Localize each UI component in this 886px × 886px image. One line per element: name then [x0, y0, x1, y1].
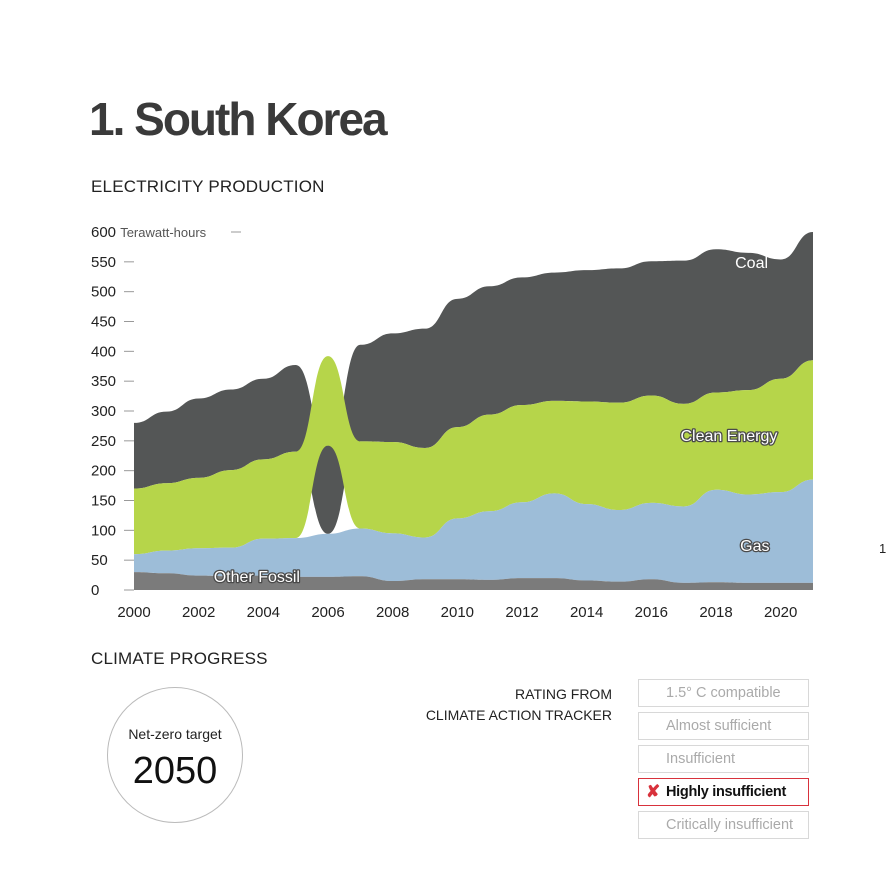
area-series-gas: [134, 479, 813, 583]
y-tick-label: 150: [91, 493, 116, 510]
rating-option-highly-insufficient: ✘ Highly insufficient: [638, 778, 809, 806]
x-tick-label: 2008: [376, 604, 409, 621]
rating-heading-line2: CLIMATE ACTION TRACKER: [425, 707, 612, 723]
y-tick-label: 200: [91, 463, 116, 480]
y-tick-label: 350: [91, 373, 116, 390]
series-label-coal: Coal: [735, 255, 768, 272]
y-tick-label: 300: [91, 403, 116, 420]
y-tick-label: 100: [91, 522, 116, 539]
x-tick-label: 2012: [505, 604, 538, 621]
rating-heading-line1: RATING FROM: [515, 686, 612, 702]
electricity-production-heading: ELECTRICITY PRODUCTION: [91, 177, 325, 196]
electricity-production-chart: 0 50 100 150 200 250 300 350 400 450 500 550 600 Ter…: [91, 224, 813, 621]
x-tick-label: 2018: [699, 604, 732, 621]
x-tick-label: 2014: [570, 604, 603, 621]
rating-option-label: Critically insufficient: [666, 817, 794, 833]
page-title: 1. South Korea: [89, 93, 388, 145]
series-label-clean-energy: Clean Energy: [680, 428, 777, 445]
y-tick-label: 50: [91, 552, 108, 569]
net-zero-target-year: 2050: [132, 750, 218, 792]
y-tick-label: 600 Terawatt-hours: [91, 224, 207, 241]
x-tick-label: 2004: [247, 604, 280, 621]
series-label-gas: Gas: [740, 538, 769, 555]
y-tick-label: 0: [91, 582, 99, 599]
x-tick-label: 2002: [182, 604, 215, 621]
area-series-other-fossil: [134, 572, 813, 590]
rating-option-almost-sufficient: Almost sufficient: [638, 712, 809, 740]
cross-icon: ✘: [646, 782, 660, 801]
cut-off-edge-text: 1: [879, 541, 886, 556]
rating-heading: RATING FROM CLIMATE ACTION TRACKER: [426, 684, 612, 726]
rating-option-label: 1.5° C compatible: [666, 685, 781, 701]
y-tick-label: 500: [91, 284, 116, 301]
rating-option-label: Highly insufficient: [666, 784, 786, 800]
rating-option-1-5-c-compatible: 1.5° C compatible: [638, 679, 809, 707]
rating-option-insufficient: Insufficient: [638, 745, 809, 773]
climate-progress-heading: CLIMATE PROGRESS: [91, 649, 268, 668]
x-tick-label: 2020: [764, 604, 797, 621]
rating-option-label: Insufficient: [666, 751, 736, 767]
y-tick-label: 450: [91, 314, 116, 331]
y-tick-label: 250: [91, 433, 116, 450]
x-tick-label: 2006: [311, 604, 344, 621]
net-zero-target-label: Net-zero target: [128, 726, 222, 742]
area-series-clean-energy: [134, 356, 813, 555]
x-tick-label: 2010: [441, 604, 474, 621]
rating-option-critically-insufficient: Critically insufficient: [638, 811, 809, 839]
x-tick-label: 2016: [635, 604, 668, 621]
y-tick-label: 400: [91, 343, 116, 360]
net-zero-target-badge: Net-zero target 2050: [107, 687, 243, 823]
series-label-other-fossil: Other Fossil: [214, 569, 300, 586]
rating-option-label: Almost sufficient: [666, 718, 772, 734]
x-tick-label: 2000: [117, 604, 150, 621]
y-tick-label: 550: [91, 254, 116, 271]
